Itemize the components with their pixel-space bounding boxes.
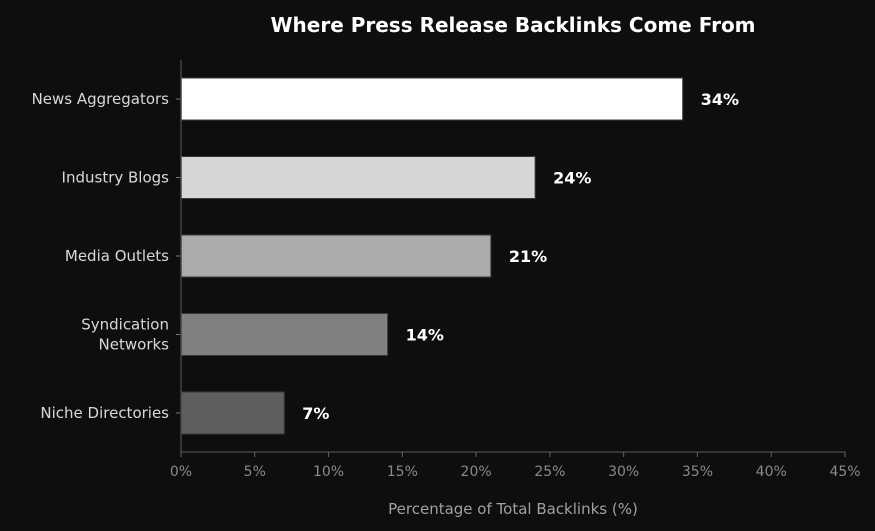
category-label: Niche Directories: [40, 404, 169, 422]
category-label-line: Niche Directories: [40, 404, 169, 422]
category-label-line: Media Outlets: [65, 247, 169, 265]
x-tick-label: 0%: [170, 464, 192, 480]
category-label-line: News Aggregators: [32, 90, 170, 108]
x-tick-label: 5%: [244, 464, 266, 480]
bar: [180, 234, 492, 278]
chart-title: Where Press Release Backlinks Come From: [270, 13, 755, 37]
data-label: 7%: [302, 404, 329, 423]
data-label: 24%: [553, 169, 591, 188]
x-tick-label: 15%: [387, 464, 418, 480]
category-label-line: Syndication: [81, 316, 169, 334]
x-tick-label: 20%: [461, 464, 492, 480]
x-tick-label: 10%: [313, 464, 344, 480]
data-label: 21%: [509, 247, 547, 266]
x-axis-label: Percentage of Total Backlinks (%): [388, 500, 638, 518]
bar: [180, 313, 389, 356]
bar: [180, 77, 684, 121]
category-label-line: Networks: [99, 336, 170, 354]
x-tick-label: 30%: [608, 464, 639, 480]
category-label: News Aggregators: [32, 90, 170, 108]
bar: [180, 391, 285, 435]
category-label: Industry Blogs: [62, 169, 170, 187]
x-tick-label: 45%: [829, 464, 860, 480]
category-label-line: Industry Blogs: [62, 169, 170, 187]
x-tick-label: 40%: [756, 464, 787, 480]
x-tick-label: 35%: [682, 464, 713, 480]
data-label: 14%: [406, 326, 444, 345]
x-tick-label: 25%: [534, 464, 565, 480]
category-label: Syndication Networks: [81, 316, 169, 354]
bar: [180, 156, 536, 199]
data-label: 34%: [701, 90, 739, 109]
category-label: Media Outlets: [65, 247, 169, 265]
